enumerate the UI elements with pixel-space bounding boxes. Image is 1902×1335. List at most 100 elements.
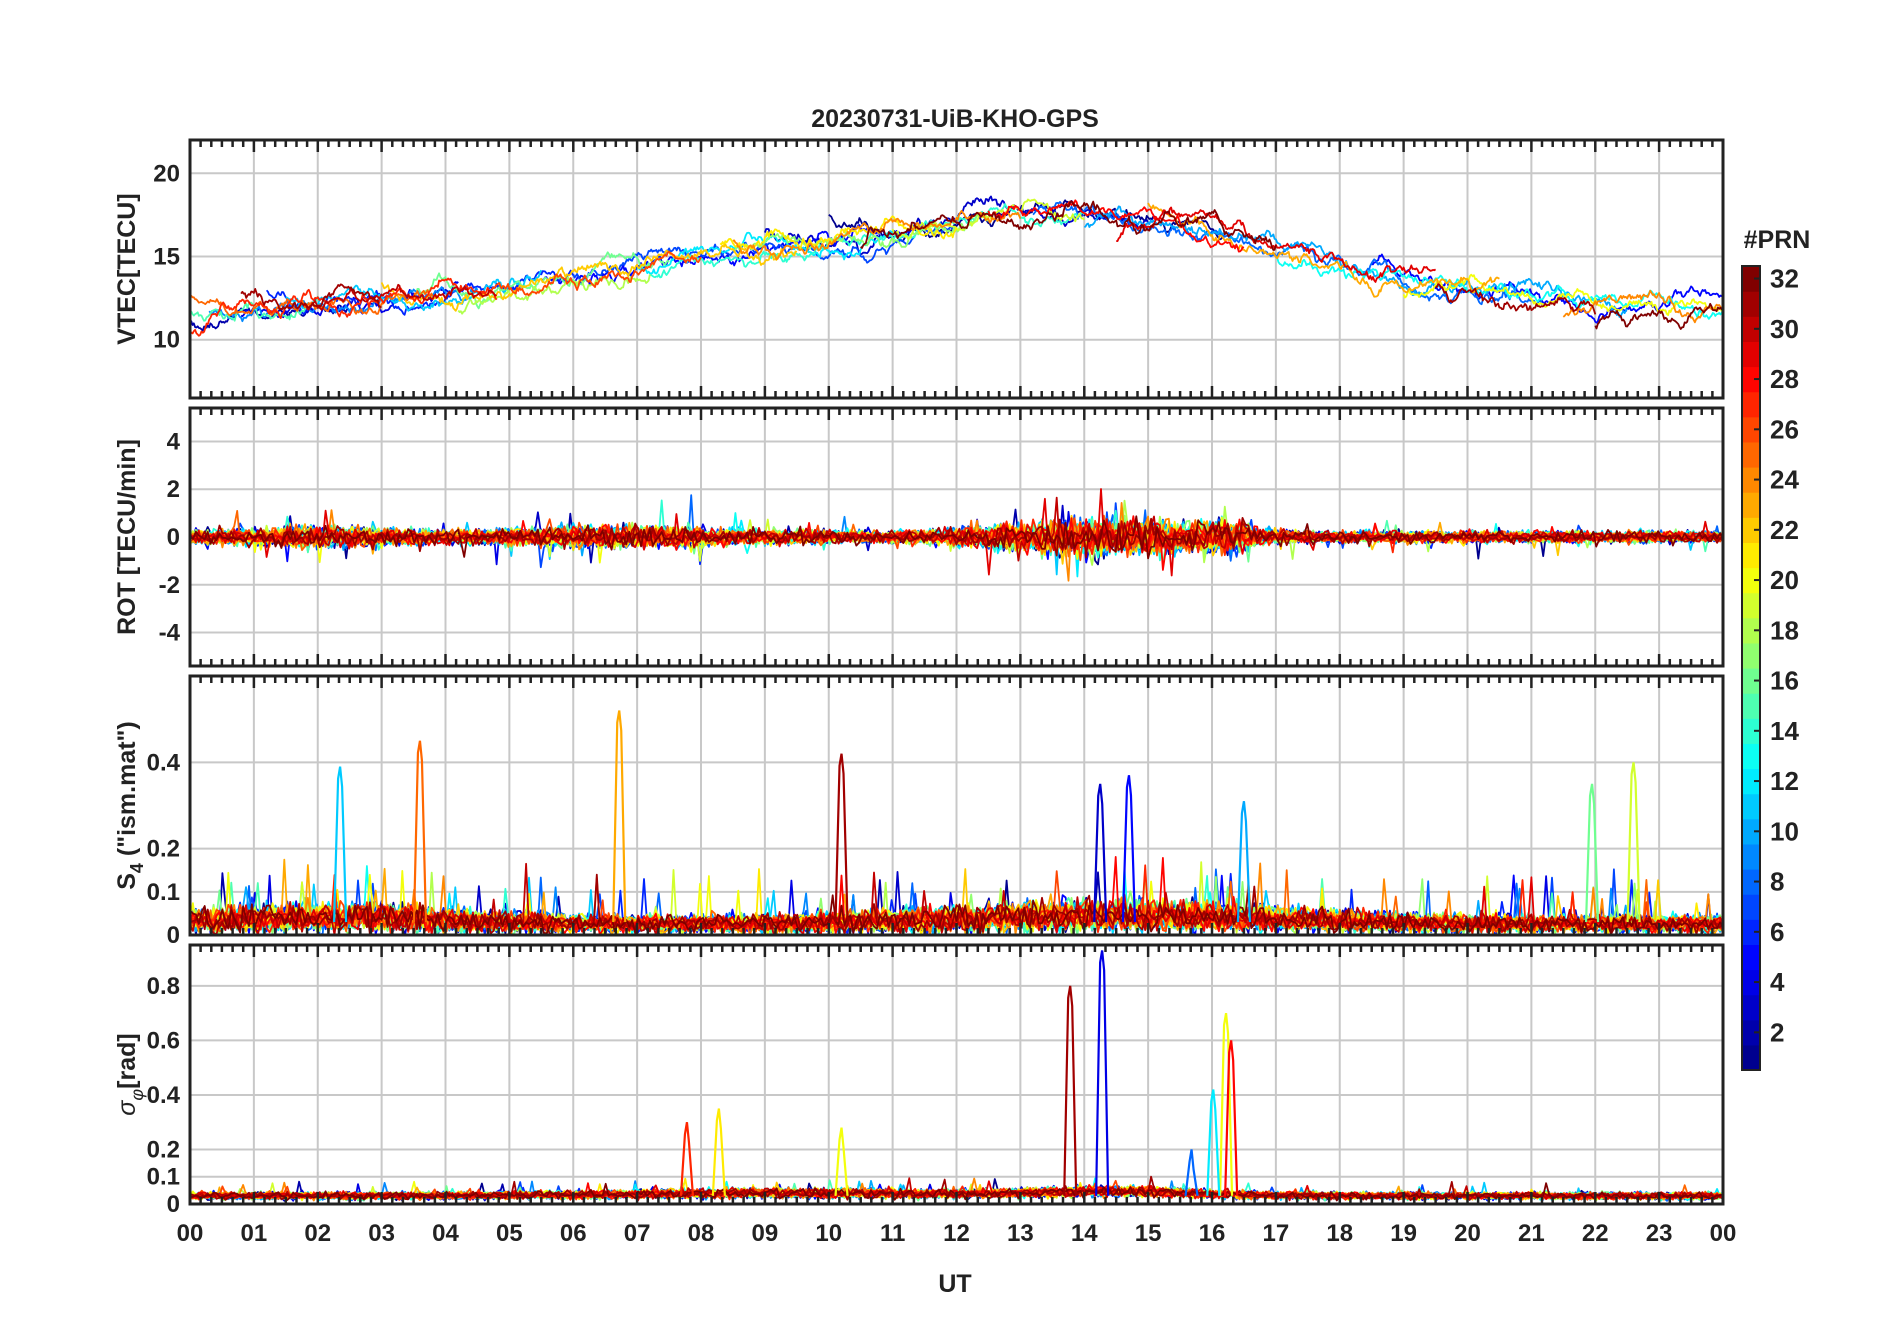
- vtec-series-prn-22: [380, 243, 798, 312]
- sigma_phi-ytick-label: 0.6: [147, 1027, 180, 1054]
- x-tick-label: 00: [1710, 1220, 1737, 1247]
- vtec-series-prn-10: [1084, 205, 1628, 318]
- vtec-series-prn-31: [240, 283, 1597, 315]
- colorbar-cell: [1742, 542, 1760, 569]
- x-tick-label: 04: [432, 1220, 459, 1247]
- colorbar-cell: [1742, 567, 1760, 594]
- s4-peak-prn-19: [1626, 762, 1641, 923]
- x-tick-label: 22: [1582, 1220, 1609, 1247]
- s4-peak-prn-16: [1584, 783, 1600, 923]
- sigma_phi-peak-prn-28: [1224, 1040, 1239, 1196]
- sigma_phi-peak-prn-8: [1184, 1149, 1199, 1196]
- sigma_phi-ytick-label: 0: [167, 1191, 180, 1218]
- vtec-x-ticks: [188, 140, 1725, 398]
- colorbar-cell: [1742, 768, 1760, 795]
- s4-ylabel-sub: 4: [127, 863, 147, 873]
- chart-title: 20230731-UiB-KHO-GPS: [811, 105, 1099, 133]
- x-tick-label: 10: [815, 1220, 842, 1247]
- s4-ytick-label: 0.2: [147, 836, 180, 863]
- rot-ylabel: ROT [TECU/min]: [113, 439, 141, 635]
- panel-vtec: 10 15 20 VTEC[TECU]: [113, 138, 1725, 400]
- colorbar-tick-label: 14: [1770, 716, 1799, 746]
- colorbar-tick-label: 20: [1770, 565, 1799, 595]
- colorbar-cell: [1742, 441, 1760, 468]
- x-tick-label: 15: [1135, 1220, 1162, 1247]
- x-tick-label: 23: [1646, 1220, 1673, 1247]
- colorbar-cell: [1742, 517, 1760, 543]
- colorbar-cell: [1742, 919, 1760, 945]
- colorbar-cell: [1742, 492, 1760, 518]
- colorbar-tick-label: 10: [1770, 816, 1799, 846]
- colorbar-tick-label: 30: [1770, 314, 1799, 344]
- s4-peak-prn-31: [834, 753, 849, 923]
- vtec-series-prn-30: [304, 283, 497, 311]
- colorbar-cell: [1742, 969, 1760, 996]
- rot-series-prn-31: [189, 517, 1724, 559]
- vtec-series-prn-23: [1147, 202, 1500, 298]
- sigma_phi-ytick-label: 0.2: [147, 1136, 180, 1163]
- colorbar-cell: [1742, 617, 1760, 644]
- rot-ytick-label: 2: [167, 476, 180, 503]
- colorbar-tick-label: 32: [1770, 264, 1799, 294]
- sigma_phi-ytick-label: 0.4: [147, 1082, 181, 1109]
- colorbar-cell: [1742, 743, 1760, 770]
- sigma_phi-peak-prn-4: [1095, 950, 1110, 1196]
- colorbar-cell: [1742, 416, 1760, 443]
- vtec-series-prn-27: [189, 277, 498, 337]
- s4-ylabel-rest: ("ism.mat"): [113, 721, 141, 863]
- sigma-phi-ylabel-sub: φ: [127, 1089, 147, 1101]
- colorbar-cell: [1742, 1019, 1760, 1046]
- s4-ylabel-main: S: [113, 873, 141, 890]
- x-tick-label: 11: [880, 1220, 905, 1247]
- s4-ytick-label: 0: [167, 922, 180, 949]
- s4-peak-prn-25: [412, 740, 428, 923]
- vtec-ytick-label: 15: [153, 244, 180, 271]
- vtec-series-prn-28: [987, 199, 1245, 253]
- x-tick-label: 21: [1518, 1220, 1545, 1247]
- colorbar-label: #PRN: [1744, 226, 1811, 254]
- sigma_phi-peak-prn-21: [711, 1108, 726, 1196]
- x-axis-label: UT: [938, 1270, 971, 1298]
- panel-s4: 0 0.1 0.2 0.4 S4 ("ism.mat"): [113, 674, 1725, 949]
- colorbar-cell: [1742, 467, 1760, 493]
- x-tick-label: 00: [177, 1220, 204, 1247]
- colorbar-tick-label: 6: [1770, 917, 1784, 947]
- vtec-ytick-label: 20: [153, 160, 180, 187]
- colorbar-tick-label: 12: [1770, 766, 1799, 796]
- s4-ytick-label: 0.1: [147, 879, 180, 906]
- x-tick-label: 01: [241, 1220, 268, 1247]
- colorbar-cell: [1742, 366, 1760, 393]
- vtec-series-prn-11: [285, 269, 543, 312]
- vtec-series-prn-20: [1402, 273, 1724, 316]
- colorbar-frame: [1741, 265, 1761, 1071]
- colorbar-cell: [1742, 894, 1760, 920]
- x-tick-label: 19: [1390, 1220, 1417, 1247]
- colorbar-tick-label: 2: [1770, 1017, 1784, 1047]
- vtec-series-prn-29: [1116, 206, 1437, 283]
- colorbar-cell: [1742, 869, 1760, 895]
- colorbar-cell: [1742, 843, 1760, 870]
- s4-peak-prn-3: [1093, 783, 1108, 923]
- sigma_phi-peak-prn-27: [679, 1122, 695, 1196]
- s4-peak-prn-10: [1236, 801, 1252, 923]
- s4-peak-prn-23: [612, 710, 627, 923]
- colorbar-tick-label: 24: [1770, 465, 1799, 495]
- rot-x-ticks: [188, 408, 1725, 666]
- rot-ytick-label: -2: [159, 572, 180, 599]
- sigma_phi-ytick-label: 0.1: [147, 1164, 180, 1191]
- vtec-series-prn-5: [541, 222, 1724, 324]
- colorbar-tick-label: 28: [1770, 364, 1799, 394]
- x-tick-label: 17: [1263, 1220, 1290, 1247]
- vtec-series-prn-17: [732, 213, 990, 252]
- x-tick-label: 20: [1454, 1220, 1481, 1247]
- x-tick-label: 06: [560, 1220, 587, 1247]
- colorbar-tick-label: 4: [1770, 967, 1785, 997]
- colorbar-tick-label: 8: [1770, 867, 1784, 897]
- vtec-ytick-label: 10: [153, 327, 180, 354]
- vtec-series-prn-25: [189, 289, 434, 317]
- sigma_phi-peak-prn-20: [834, 1127, 849, 1196]
- x-tick-label: 16: [1199, 1220, 1226, 1247]
- colorbar-cell: [1742, 668, 1760, 694]
